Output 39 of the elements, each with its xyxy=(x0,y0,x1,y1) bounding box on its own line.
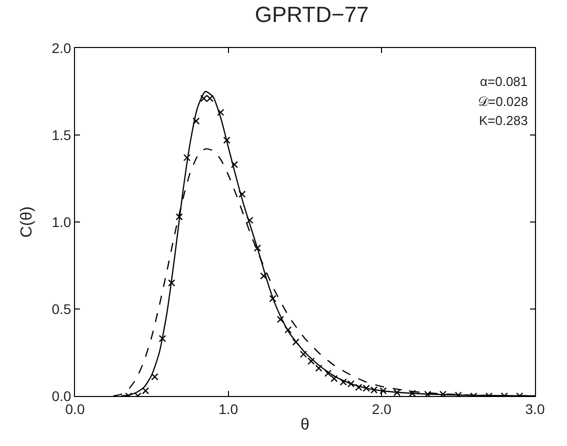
point xyxy=(176,213,183,220)
point xyxy=(284,326,292,334)
point xyxy=(246,216,254,224)
point xyxy=(217,108,224,116)
point xyxy=(142,387,150,394)
point xyxy=(308,358,315,365)
point xyxy=(424,390,432,396)
point xyxy=(292,338,300,346)
point xyxy=(158,334,166,342)
point xyxy=(393,388,401,396)
point xyxy=(260,272,268,280)
annotation: K=0.283 xyxy=(479,113,528,128)
point xyxy=(300,350,308,358)
x-tick-label: 1.0 xyxy=(218,400,238,417)
x-axis-title: θ xyxy=(300,416,310,434)
x-tick-label: 3.0 xyxy=(525,400,545,417)
annotation: α=0.081 xyxy=(480,74,528,89)
point xyxy=(254,244,262,252)
point xyxy=(168,279,176,286)
point xyxy=(238,190,246,198)
annotation: 𝒟=0.028 xyxy=(478,94,528,109)
point xyxy=(324,370,332,377)
point xyxy=(330,375,338,382)
chart-title: GPRTD−77 xyxy=(254,2,369,28)
point xyxy=(276,316,284,324)
point xyxy=(230,160,238,168)
point xyxy=(408,390,416,396)
x-tick-label: 2.0 xyxy=(372,400,392,417)
point xyxy=(151,373,158,380)
point xyxy=(315,364,322,372)
y-tick-label: 1.5 xyxy=(52,126,72,143)
y-tick-label: 2.0 xyxy=(52,40,72,56)
point xyxy=(269,294,276,302)
y-axis-title: C(θ) xyxy=(18,206,36,238)
y-tick-label: 0.5 xyxy=(52,300,72,317)
point xyxy=(192,117,200,125)
point xyxy=(183,154,191,162)
point xyxy=(223,136,230,144)
y-tick-label: 1.0 xyxy=(52,214,72,230)
